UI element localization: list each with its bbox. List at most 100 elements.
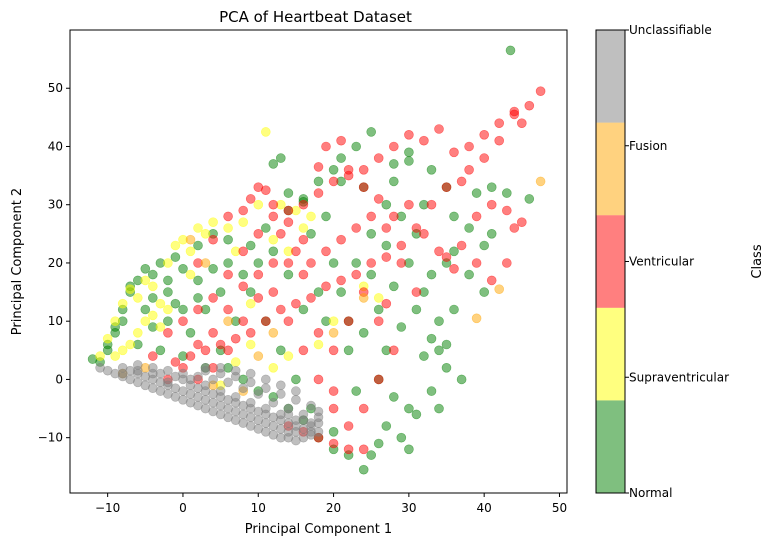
point-normal-106 <box>486 182 497 192</box>
point-normal-69 <box>336 287 346 297</box>
point-ventricular-44 <box>426 199 437 210</box>
point-ventricular-129 <box>381 298 392 309</box>
point-ventricular-126 <box>381 223 392 233</box>
point-ventricular-37 <box>471 211 482 222</box>
y-tick-label: 0 <box>55 372 63 386</box>
point-ventricular-105 <box>358 403 369 414</box>
point-ventricular-103 <box>388 345 399 356</box>
point-ventricular-4 <box>208 293 218 303</box>
point-supraventricular-12 <box>117 345 128 356</box>
point-unclassifiable-100 <box>200 362 211 373</box>
colorbar-tick-label: Unclassifiable <box>629 23 712 37</box>
y-axis-ticks: −10 0 10 20 30 40 50 <box>38 81 70 445</box>
y-tick-label: −10 <box>38 431 63 445</box>
point-supraventricular-34 <box>268 362 279 373</box>
point-ventricular-57 <box>230 333 241 344</box>
point-ventricular-55 <box>260 316 271 327</box>
point-normal-71 <box>343 345 354 356</box>
point-ventricular-113 <box>238 316 248 327</box>
point-normal-105 <box>471 188 482 198</box>
point-normal-61 <box>373 304 384 315</box>
point-ventricular-5 <box>223 269 233 280</box>
point-ventricular-65 <box>238 205 248 216</box>
point-normal-34 <box>501 188 512 198</box>
point-ventricular-32 <box>456 176 467 187</box>
point-normal-41 <box>434 316 444 327</box>
point-normal-113 <box>268 159 279 169</box>
point-unclassifiable-115 <box>178 374 188 385</box>
point-ventricular-26 <box>535 86 546 96</box>
point-ventricular-17 <box>404 130 414 140</box>
point-ventricular-18 <box>419 135 429 146</box>
point-ventricular-0 <box>148 351 158 361</box>
point-normal-44 <box>441 362 452 373</box>
point-unclassifiable-116 <box>163 377 173 388</box>
point-normal-12 <box>178 263 188 274</box>
point-ventricular-39 <box>441 252 452 262</box>
point-unclassifiable-112 <box>268 412 279 423</box>
point-ventricular-124 <box>351 223 362 233</box>
point-ventricular-53 <box>291 298 301 309</box>
point-unclassifiable-103 <box>245 368 256 379</box>
colorbar-segment-ventricular <box>596 215 625 308</box>
point-normal-122 <box>328 258 339 268</box>
point-ventricular-33 <box>441 182 452 192</box>
point-normal-32 <box>479 240 490 251</box>
point-normal-67 <box>366 229 377 239</box>
point-ventricular-121 <box>306 258 316 268</box>
point-ventricular-72 <box>336 135 346 146</box>
point-ventricular-50 <box>336 275 346 286</box>
point-normal-22 <box>336 153 346 163</box>
point-normal-35 <box>524 194 535 204</box>
point-unclassifiable-99 <box>283 409 294 420</box>
point-normal-62 <box>388 281 399 292</box>
point-ventricular-40 <box>471 258 482 268</box>
colorbar-label: Class <box>750 244 765 278</box>
colorbar-tick-label: Normal <box>629 486 672 500</box>
point-supraventricular-1 <box>102 333 113 344</box>
point-ventricular-8 <box>268 211 279 222</box>
point-ventricular-118 <box>245 194 256 204</box>
point-supraventricular-29 <box>170 240 181 251</box>
point-normal-112 <box>283 188 294 198</box>
point-ventricular-20 <box>449 147 459 158</box>
point-normal-11 <box>170 252 181 262</box>
x-tick-label: 10 <box>251 501 266 515</box>
point-ventricular-22 <box>479 130 490 140</box>
point-ventricular-90 <box>283 316 294 327</box>
point-ventricular-85 <box>343 444 354 455</box>
point-normal-102 <box>404 444 414 455</box>
point-ventricular-68 <box>283 217 294 227</box>
colorbar-tick-label: Ventricular <box>629 255 694 269</box>
point-ventricular-91 <box>268 287 279 297</box>
point-ventricular-107 <box>328 386 339 396</box>
point-ventricular-99 <box>328 345 339 356</box>
point-unclassifiable-66 <box>268 397 279 408</box>
point-supraventricular-36 <box>313 339 324 350</box>
point-ventricular-127 <box>396 258 407 268</box>
point-normal-20 <box>313 176 324 187</box>
point-normal-125 <box>298 304 309 315</box>
point-normal-104 <box>449 246 459 257</box>
point-unclassifiable-62 <box>208 374 218 385</box>
point-ventricular-109 <box>298 269 309 280</box>
point-supraventricular-13 <box>110 351 120 361</box>
point-normal-91 <box>110 327 120 338</box>
point-supraventricular-14 <box>140 316 151 327</box>
point-normal-40 <box>449 304 459 315</box>
point-ventricular-73 <box>343 165 354 175</box>
point-fusion-4 <box>200 258 211 268</box>
point-normal-79 <box>291 374 301 385</box>
point-ventricular-12 <box>328 176 339 187</box>
point-ventricular-61 <box>170 357 181 367</box>
point-ventricular-128 <box>411 287 422 297</box>
point-fusion-2 <box>471 313 482 324</box>
point-normal-77 <box>328 426 339 437</box>
point-ventricular-6 <box>238 246 248 257</box>
x-axis-ticks: −10 0 10 20 30 40 50 <box>95 493 567 515</box>
point-supraventricular-25 <box>306 211 316 222</box>
point-supraventricular-39 <box>373 293 384 303</box>
point-supraventricular-19 <box>208 217 218 227</box>
